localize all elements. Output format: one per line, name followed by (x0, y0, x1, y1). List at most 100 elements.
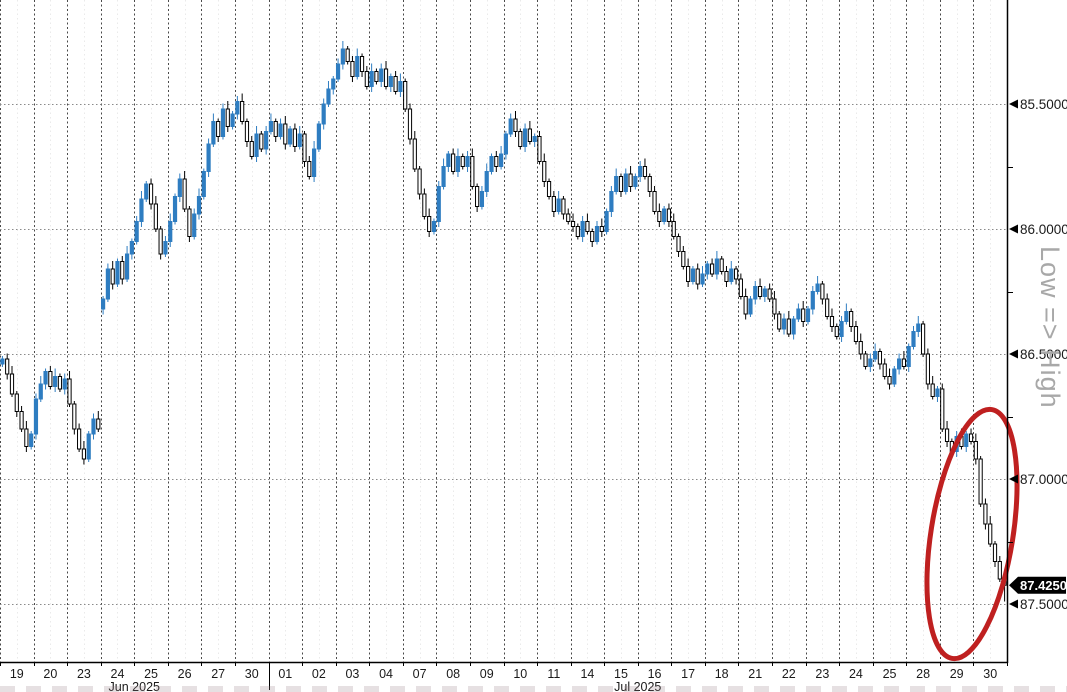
x-axis-day-label: 21 (748, 667, 762, 681)
x-axis-day-label: 30 (245, 667, 259, 681)
candle-down (120, 256, 125, 285)
candle-down (81, 441, 87, 465)
candle-down (618, 173, 624, 197)
candle-up (662, 206, 667, 225)
candle-down (244, 118, 250, 147)
candle-down (724, 266, 729, 287)
y-tick-arrow-icon (1009, 99, 1018, 109)
candle-up (278, 118, 283, 140)
candle-up (892, 366, 897, 387)
x-axis-day-label: 17 (681, 667, 695, 681)
x-axis-day-label: 22 (782, 667, 796, 681)
candle-up (201, 168, 206, 200)
candle-down (350, 56, 355, 82)
candle-down (652, 186, 657, 215)
candle-up (868, 353, 873, 372)
candle-down (925, 348, 930, 390)
candle-down (877, 348, 883, 370)
candle-up (129, 238, 134, 260)
candle-down (475, 183, 480, 212)
candle-up (0, 356, 5, 367)
candle-down (849, 308, 854, 332)
candle-up (484, 163, 489, 197)
candle-up (288, 126, 293, 147)
x-axis-labels: 19 20 23 24 25 26 27 30 01 02 03 04 07 08 09 10 11 14 15 16… (0, 662, 1008, 692)
candle-down (767, 283, 772, 302)
candle-down (527, 121, 532, 145)
x-axis-day-label: 15 (614, 667, 628, 681)
candle-down (772, 291, 777, 320)
candle-up (580, 216, 585, 242)
candle-up (508, 113, 513, 137)
candle-down (249, 136, 254, 160)
candle-down (72, 401, 77, 435)
y-axis-label: 85.5000 (1020, 97, 1067, 112)
candle-down (599, 218, 604, 237)
candle-down (820, 281, 825, 305)
candle-down (829, 308, 835, 332)
candle-down (863, 351, 868, 370)
candle-up (316, 121, 321, 152)
candle-down (930, 376, 935, 400)
candle-up (43, 368, 48, 390)
candle-up (532, 133, 537, 147)
candle-up (873, 343, 878, 362)
candle-down (9, 366, 15, 397)
candle-up (441, 158, 446, 190)
candle-down (786, 311, 791, 337)
candle-down (570, 213, 576, 232)
candle-up (326, 81, 331, 107)
candle-down (412, 131, 417, 172)
candle-up (268, 113, 274, 135)
candle-up (172, 193, 178, 225)
candle-up (297, 126, 302, 150)
candle-down (110, 261, 115, 290)
candle-down (920, 321, 926, 357)
x-axis-day-label: 23 (77, 667, 91, 681)
candle-up (29, 431, 34, 450)
candle-up (311, 141, 317, 182)
candle-down (24, 421, 29, 452)
x-axis-day-label: 01 (278, 667, 292, 681)
candle-up (62, 373, 67, 395)
candle-down (988, 516, 993, 547)
candle-up (916, 316, 921, 337)
candle-up (192, 208, 197, 240)
candle-up (254, 126, 259, 162)
x-axis-day-label: 03 (345, 667, 359, 681)
candle-down (283, 116, 288, 150)
candle-down (383, 61, 389, 90)
candle-down (96, 411, 101, 432)
highlight-ellipse (924, 406, 1020, 662)
candle-down (513, 111, 518, 137)
candle-down (709, 258, 715, 277)
candle-up (815, 276, 820, 295)
candle-down (403, 78, 408, 112)
candle-down (494, 151, 499, 172)
candle-up (690, 266, 696, 285)
candle-up (211, 113, 216, 147)
candle-down (940, 383, 945, 432)
candle-up (206, 138, 211, 177)
x-axis-day-label: 23 (815, 667, 829, 681)
candle-down (14, 391, 19, 417)
candle-up (781, 313, 787, 335)
candle-down (647, 173, 652, 197)
y-tick-arrow-icon (1009, 349, 1018, 359)
x-axis-day-label: 25 (144, 667, 158, 681)
y-axis-labels: 85.5000 86.0000 86.5000 87.0000 87.5000 (1007, 97, 1067, 612)
x-axis-day-label: 28 (916, 667, 930, 681)
candle-up (321, 98, 326, 130)
last-price-badge: 87.4250 (1009, 576, 1067, 594)
candle-up (100, 296, 106, 315)
candle-down (5, 353, 10, 380)
candle-up (762, 286, 767, 302)
y-tick-arrow-icon (1009, 599, 1018, 609)
x-axis-day-label: 08 (446, 667, 460, 681)
candle-down (561, 196, 566, 220)
candle-up (638, 161, 643, 182)
y-axis-label: 86.5000 (1020, 347, 1067, 362)
candle-up (810, 286, 815, 315)
